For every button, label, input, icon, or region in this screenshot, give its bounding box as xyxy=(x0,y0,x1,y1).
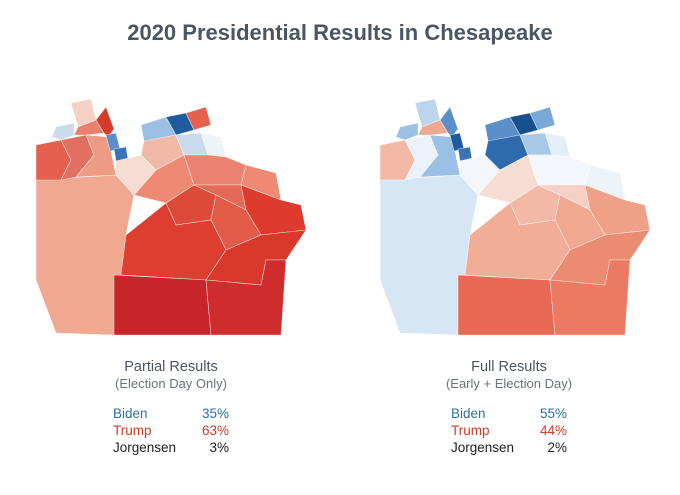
candidate-name: Biden xyxy=(451,406,486,421)
results-list: Biden 35% Trump 63% Jorgensen 3% xyxy=(26,406,316,457)
precinct xyxy=(527,154,591,186)
precinct xyxy=(529,106,556,131)
precinct xyxy=(113,274,212,336)
candidate-name: Jorgensen xyxy=(451,440,515,455)
precinct-map-partial xyxy=(35,98,307,336)
candidate-pct: 3% xyxy=(209,440,229,455)
precinct xyxy=(95,106,115,138)
result-row-trump: Trump 44% xyxy=(364,423,654,440)
precinct xyxy=(419,134,461,178)
precinct xyxy=(395,122,419,141)
precinct xyxy=(120,202,227,281)
precinct xyxy=(464,202,571,281)
candidate-pct: 2% xyxy=(547,440,567,455)
precinct-map-full xyxy=(379,98,651,336)
candidate-name: Trump xyxy=(113,423,152,438)
map-partial-results xyxy=(16,85,316,340)
result-row-jorgensen: Jorgensen 2% xyxy=(364,440,654,457)
panel-title: Partial Results xyxy=(124,359,218,375)
result-row-biden: Biden 35% xyxy=(26,406,316,423)
precinct xyxy=(439,106,459,138)
precinct xyxy=(75,134,117,178)
precinct xyxy=(73,119,105,136)
precinct xyxy=(185,106,212,131)
chart-title: 2020 Presidential Results in Chesapeake xyxy=(127,20,553,45)
precinct xyxy=(549,259,631,336)
precinct xyxy=(417,119,449,136)
full-results-panel: Full Results (Early + Election Day) Bide… xyxy=(364,358,654,457)
results-list: Biden 55% Trump 44% Jorgensen 2% xyxy=(364,406,654,457)
candidate-name: Trump xyxy=(451,423,490,438)
result-row-jorgensen: Jorgensen 3% xyxy=(26,440,316,457)
result-row-biden: Biden 55% xyxy=(364,406,654,423)
precinct xyxy=(205,259,287,336)
precinct xyxy=(183,154,247,186)
panel-subtitle: (Early + Election Day) xyxy=(445,376,573,391)
panel-subtitle: (Election Day Only) xyxy=(115,376,227,391)
candidate-pct: 35% xyxy=(201,406,229,421)
result-row-trump: Trump 63% xyxy=(26,423,316,440)
partial-results-panel: Partial Results (Election Day Only) Bide… xyxy=(26,358,316,457)
candidate-name: Biden xyxy=(113,406,148,421)
candidate-name: Jorgensen xyxy=(113,440,177,455)
panel-title: Full Results xyxy=(471,359,547,375)
candidate-pct: 55% xyxy=(539,406,567,421)
candidate-pct: 44% xyxy=(539,423,567,438)
candidate-pct: 63% xyxy=(201,423,229,438)
precinct xyxy=(457,274,556,336)
precinct xyxy=(51,122,75,141)
map-full-results xyxy=(360,85,660,340)
